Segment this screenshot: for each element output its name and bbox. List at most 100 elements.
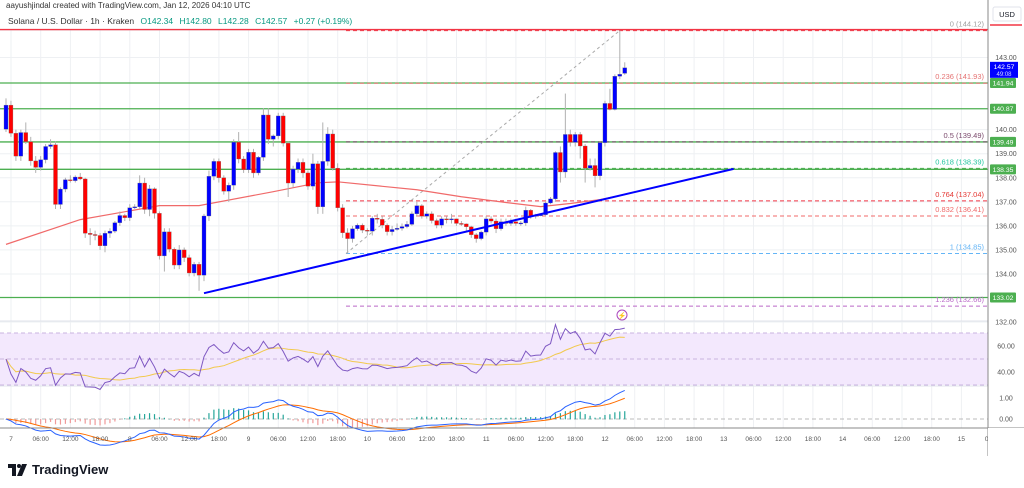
- time-tick: 18:00: [924, 436, 941, 443]
- candle: [320, 161, 325, 208]
- time-tick: 18:00: [686, 436, 703, 443]
- macd-line: [5, 389, 625, 446]
- candle: [558, 152, 563, 173]
- symbol-title[interactable]: Solana / U.S. Dollar · 1h · Kraken: [8, 16, 135, 26]
- candle: [424, 213, 429, 217]
- macd-histogram-bar: [282, 414, 284, 420]
- candle: [43, 146, 48, 160]
- macd-histogram-bar: [64, 419, 66, 424]
- macd-histogram-bar: [386, 419, 388, 423]
- level-price-tag-text: 139.49: [993, 139, 1014, 146]
- fib-level-label: 0.236 (141.93): [935, 72, 984, 81]
- candle: [612, 76, 617, 110]
- candle: [211, 161, 217, 177]
- macd-histogram-bar: [104, 419, 106, 425]
- level-price-tag: [990, 292, 1016, 303]
- macd-histogram-bar: [351, 419, 354, 428]
- candle: [92, 234, 98, 236]
- macd-histogram-bar: [500, 417, 502, 420]
- price-tick: 143.00: [995, 55, 1017, 62]
- macd-histogram-bar: [35, 419, 37, 425]
- fib-level-label: 1 (134.85): [950, 243, 985, 252]
- candle: [107, 230, 113, 234]
- macd-histogram-bar: [584, 414, 586, 420]
- price-tick: 136.00: [995, 223, 1017, 230]
- macd-histogram-bar: [317, 419, 319, 426]
- macd-histogram-bar: [198, 419, 200, 422]
- macd-histogram-bar: [624, 411, 626, 420]
- macd-histogram-bar: [599, 417, 601, 420]
- macd-histogram-bar: [84, 419, 86, 424]
- candle: [607, 103, 613, 110]
- candle: [191, 264, 197, 274]
- price-tick: 137.00: [995, 199, 1017, 206]
- time-tick: 18:00: [92, 436, 109, 443]
- macd-histogram-bar: [619, 411, 621, 420]
- candle: [132, 206, 137, 209]
- candle: [251, 152, 256, 174]
- macd-histogram-bar: [153, 414, 156, 420]
- candle: [573, 134, 578, 143]
- macd-histogram-bar: [134, 415, 136, 420]
- macd-histogram-bar: [307, 419, 309, 424]
- time-tick: 12:00: [894, 436, 911, 443]
- candle: [617, 74, 622, 77]
- fib-level-label: 0.832 (136.41): [935, 205, 984, 214]
- candle: [28, 141, 33, 162]
- tradingview-logo[interactable]: TradingView: [8, 462, 108, 477]
- macd-histogram-bar: [69, 419, 71, 424]
- macd-histogram-bar: [411, 418, 413, 420]
- candle: [147, 188, 152, 210]
- price-tick: 140.00: [995, 127, 1017, 134]
- current-price-text: 142.57: [994, 64, 1015, 71]
- candle: [464, 223, 469, 227]
- level-price-tag-text: 141.94: [993, 80, 1014, 87]
- time-tick: 15: [958, 436, 966, 443]
- time-tick: 12:00: [537, 436, 554, 443]
- rsi-tick: 60.00: [997, 344, 1015, 351]
- macd-histogram-bar: [203, 417, 205, 420]
- time-tick: 18:00: [211, 436, 228, 443]
- time-tick: 12:00: [181, 436, 198, 443]
- macd-histogram-bar: [15, 419, 17, 424]
- time-tick: 13: [720, 436, 728, 443]
- macd-histogram-bar: [267, 412, 269, 420]
- candle: [414, 205, 420, 214]
- macd-histogram-bar: [223, 409, 225, 420]
- macd-histogram-bar: [445, 417, 448, 420]
- candle: [162, 231, 167, 257]
- macd-histogram-bar: [520, 417, 522, 420]
- macd-histogram-bar: [579, 411, 581, 420]
- macd-histogram-bar: [540, 417, 542, 420]
- macd-histogram-bar: [614, 412, 616, 420]
- time-tick: 18:00: [448, 436, 465, 443]
- macd-histogram-bar: [119, 419, 121, 420]
- countdown-text: 49:08: [996, 72, 1012, 78]
- macd-histogram-bar: [391, 419, 393, 422]
- macd-histogram-bar: [272, 413, 274, 420]
- ohlc-high: H142.80: [179, 16, 212, 26]
- candle: [409, 213, 415, 225]
- level-price-tag: [990, 77, 1016, 88]
- time-tick: 12:00: [62, 436, 79, 443]
- symbol-legend: Solana / U.S. Dollar · 1h · Kraken O142.…: [8, 16, 352, 26]
- time-tick: 06:00: [508, 436, 525, 443]
- price-chart[interactable]: 0 (144.12) 0.236 (141.93) 0.5 (139.49) 0.61…: [0, 0, 1024, 456]
- macd-histogram-bar: [287, 418, 289, 420]
- candle: [439, 218, 444, 226]
- macd-histogram-bar: [208, 413, 210, 420]
- macd-histogram-bar: [10, 419, 12, 421]
- macd-histogram-bar: [277, 412, 279, 420]
- candle: [290, 168, 296, 184]
- candle: [23, 132, 28, 142]
- candle: [97, 235, 103, 246]
- candle: [266, 114, 271, 140]
- macd-histogram-bar: [505, 417, 507, 420]
- candle: [271, 135, 276, 140]
- macd-histogram-bar: [252, 412, 255, 420]
- candle: [167, 231, 172, 250]
- candle: [13, 133, 19, 157]
- candle: [488, 218, 494, 222]
- macd-histogram-bar: [292, 419, 294, 421]
- time-tick: 14: [839, 436, 847, 443]
